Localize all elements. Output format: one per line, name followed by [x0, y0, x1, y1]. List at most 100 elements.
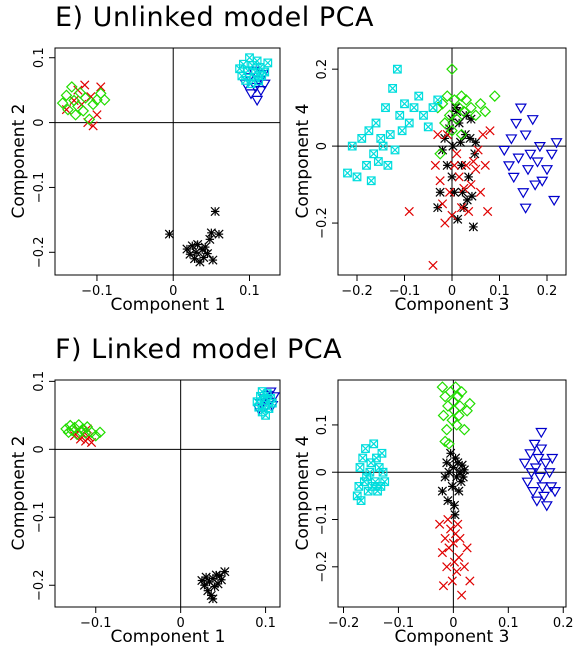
point-cross — [69, 95, 79, 106]
point-diamond — [79, 427, 92, 439]
point-diamond — [474, 97, 487, 110]
chart-f-left: −0.1 0 0.1 −0.2 −0.1 0 0.1 Component 1 Component… — [9, 371, 281, 647]
x-tick-label: 0.1 — [239, 284, 260, 299]
point-box — [376, 134, 386, 143]
series-diamond-green — [431, 63, 501, 160]
point-triangle — [540, 165, 554, 176]
point-triangle — [251, 95, 264, 107]
point-cross — [445, 187, 455, 197]
point-box — [359, 477, 369, 487]
point-diamond — [60, 89, 73, 102]
point-cross — [452, 566, 462, 577]
point-box — [377, 448, 387, 458]
point-diamond — [469, 109, 482, 122]
point-diamond — [465, 101, 477, 114]
point-cross — [478, 129, 488, 140]
point-diamond — [448, 94, 461, 106]
point-diamond — [439, 435, 451, 448]
point-triangle — [498, 145, 511, 157]
plot-frame — [54, 379, 281, 608]
point-triangle — [533, 142, 546, 153]
point-triangle — [535, 427, 548, 439]
point-cross — [475, 187, 486, 197]
point-cross — [464, 206, 474, 217]
point-box — [357, 134, 367, 143]
point-diamond — [437, 409, 450, 422]
point-cross — [462, 543, 472, 553]
point-cross — [437, 547, 448, 558]
point-diamond — [98, 94, 111, 106]
point-diamond — [453, 101, 465, 114]
x-tick-label: −0.1 — [383, 616, 415, 631]
point-cross — [435, 176, 445, 186]
point-triangle — [524, 149, 537, 160]
point-diamond — [443, 109, 456, 122]
point-cross — [80, 80, 90, 90]
point-cross — [442, 562, 452, 572]
series-box-cyan — [343, 64, 443, 186]
point-triangle — [548, 195, 561, 207]
point-triangle — [534, 472, 547, 484]
point-triangle — [546, 453, 559, 465]
point-star — [468, 222, 478, 232]
point-box — [414, 91, 424, 101]
point-star — [214, 229, 224, 239]
point-box — [364, 126, 374, 136]
point-diamond — [94, 426, 106, 439]
point-star — [471, 137, 481, 147]
point-triangle — [514, 103, 527, 114]
point-triangle — [545, 149, 558, 160]
point-star — [442, 458, 452, 468]
point-box — [378, 467, 388, 477]
point-star — [202, 248, 213, 259]
x-tick-label: −0.1 — [80, 616, 112, 631]
point-cross — [437, 199, 448, 209]
point-box — [373, 157, 383, 166]
point-cross — [473, 145, 483, 155]
point-box — [254, 76, 264, 86]
x-tick-label: −0.1 — [81, 284, 113, 299]
x-tick-label: 0 — [169, 284, 177, 299]
point-triangle — [519, 203, 532, 214]
point-star — [449, 500, 460, 510]
point-box — [352, 172, 362, 182]
point-star — [453, 214, 463, 224]
y-tick-label: 0 — [315, 142, 330, 150]
x-axis-label: Component 3 — [395, 627, 510, 647]
point-box — [433, 95, 443, 105]
series-diamond-green — [436, 381, 476, 450]
point-triangle — [502, 161, 516, 172]
series-cross-red — [435, 514, 475, 600]
series-box-cyan — [352, 439, 390, 505]
x-tick-label: 0.1 — [255, 616, 276, 631]
point-box — [365, 467, 375, 477]
point-star — [447, 481, 457, 492]
point-star — [220, 567, 230, 577]
y-tick-label: −0.2 — [315, 551, 330, 583]
point-star — [187, 241, 197, 251]
point-triangle — [529, 180, 542, 191]
x-tick-label: −0.2 — [328, 616, 360, 631]
point-diamond — [434, 147, 446, 160]
point-box — [369, 149, 379, 159]
point-diamond — [455, 385, 468, 398]
point-cross — [442, 129, 452, 140]
point-cross — [433, 129, 443, 140]
point-diamond — [454, 400, 466, 412]
point-star — [208, 255, 218, 265]
point-cross — [459, 183, 469, 194]
point-box — [362, 472, 371, 482]
point-star — [442, 160, 452, 170]
point-star — [458, 472, 468, 482]
point-diamond — [72, 100, 84, 113]
point-box — [343, 168, 352, 178]
y-tick-label: −0.1 — [32, 501, 47, 533]
point-triangle — [505, 134, 518, 145]
series-star-black — [164, 206, 224, 267]
y-tick-label: −0.1 — [315, 504, 330, 536]
point-triangle — [536, 482, 549, 493]
point-star — [433, 203, 443, 213]
y-axis-label: Component 4 — [293, 104, 313, 219]
point-star — [200, 242, 210, 252]
